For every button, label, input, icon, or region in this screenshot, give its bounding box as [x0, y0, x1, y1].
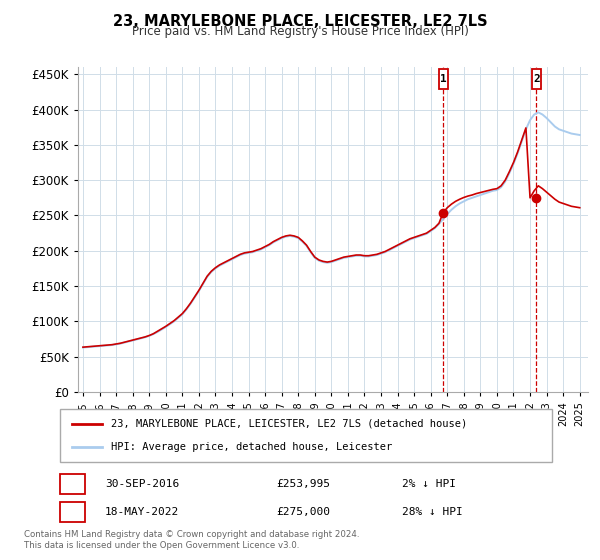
Text: 18-MAY-2022: 18-MAY-2022	[105, 507, 179, 517]
Text: £275,000: £275,000	[276, 507, 330, 517]
Text: 23, MARYLEBONE PLACE, LEICESTER, LE2 7LS: 23, MARYLEBONE PLACE, LEICESTER, LE2 7LS	[113, 14, 487, 29]
Text: 1: 1	[69, 479, 76, 489]
Text: HPI: Average price, detached house, Leicester: HPI: Average price, detached house, Leic…	[111, 442, 392, 452]
Text: 28% ↓ HPI: 28% ↓ HPI	[402, 507, 463, 517]
Text: 23, MARYLEBONE PLACE, LEICESTER, LE2 7LS (detached house): 23, MARYLEBONE PLACE, LEICESTER, LE2 7LS…	[111, 419, 467, 429]
Text: 2: 2	[69, 507, 76, 517]
Text: 1: 1	[440, 74, 446, 84]
Text: 30-SEP-2016: 30-SEP-2016	[105, 479, 179, 489]
Text: 2% ↓ HPI: 2% ↓ HPI	[402, 479, 456, 489]
Text: £253,995: £253,995	[276, 479, 330, 489]
Text: Price paid vs. HM Land Registry's House Price Index (HPI): Price paid vs. HM Land Registry's House …	[131, 25, 469, 38]
Text: This data is licensed under the Open Government Licence v3.0.: This data is licensed under the Open Gov…	[24, 541, 299, 550]
Text: 2: 2	[533, 74, 540, 84]
Bar	[439, 69, 448, 89]
Bar	[532, 69, 541, 89]
Text: Contains HM Land Registry data © Crown copyright and database right 2024.: Contains HM Land Registry data © Crown c…	[24, 530, 359, 539]
